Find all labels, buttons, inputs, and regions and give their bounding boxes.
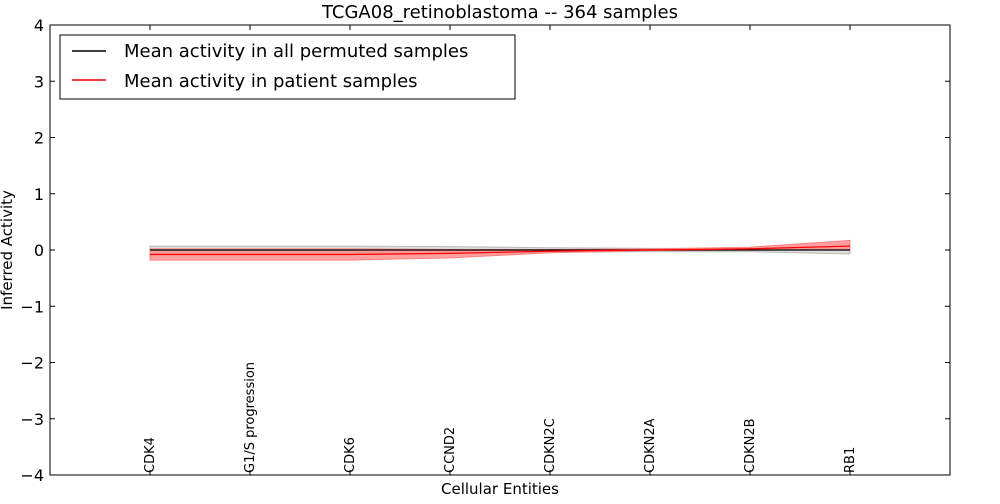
y-tick-label: −4 — [20, 466, 44, 485]
x-tick-label: CDKN2C — [543, 418, 558, 473]
x-tick-label: RB1 — [843, 447, 858, 473]
x-tick-label: CDKN2B — [743, 418, 758, 473]
legend-box — [59, 34, 516, 100]
y-tick-label: −3 — [20, 410, 44, 429]
legend-label-patient: Mean activity in patient samples — [124, 71, 418, 92]
legend-label-permuted: Mean activity in all permuted samples — [124, 41, 468, 62]
y-tick-label: 0 — [34, 241, 44, 260]
series-line-1 — [150, 245, 851, 256]
y-tick-label: 4 — [34, 16, 44, 35]
y-tick-label: 1 — [34, 185, 44, 204]
x-tick-label: CDK6 — [343, 437, 358, 473]
x-axis-label: Cellular Entities — [441, 480, 559, 498]
y-tick-label: −2 — [20, 354, 44, 373]
y-tick-label: 3 — [34, 72, 44, 91]
x-tick-label: CCND2 — [443, 427, 458, 473]
chart-title: TCGA08_retinoblastoma -- 364 samples — [321, 2, 678, 23]
y-tick-label: −1 — [20, 297, 44, 316]
y-tick-label: 2 — [34, 129, 44, 148]
x-tick-label: CDK4 — [143, 437, 158, 473]
x-tick-label: CDKN2A — [643, 418, 658, 473]
y-axis-label: Inferred Activity — [0, 190, 16, 310]
legend: Mean activity in all permuted samples Me… — [59, 34, 516, 100]
plot-area — [149, 239, 851, 261]
x-axis: CDK4 G1/S progression CDK6 CCND2 CDKN2C CDKN2… — [143, 25, 858, 475]
y-axis: −4 −3 −2 −1 0 1 2 3 4 — [20, 16, 950, 485]
x-tick-label: G1/S progression — [243, 362, 258, 473]
